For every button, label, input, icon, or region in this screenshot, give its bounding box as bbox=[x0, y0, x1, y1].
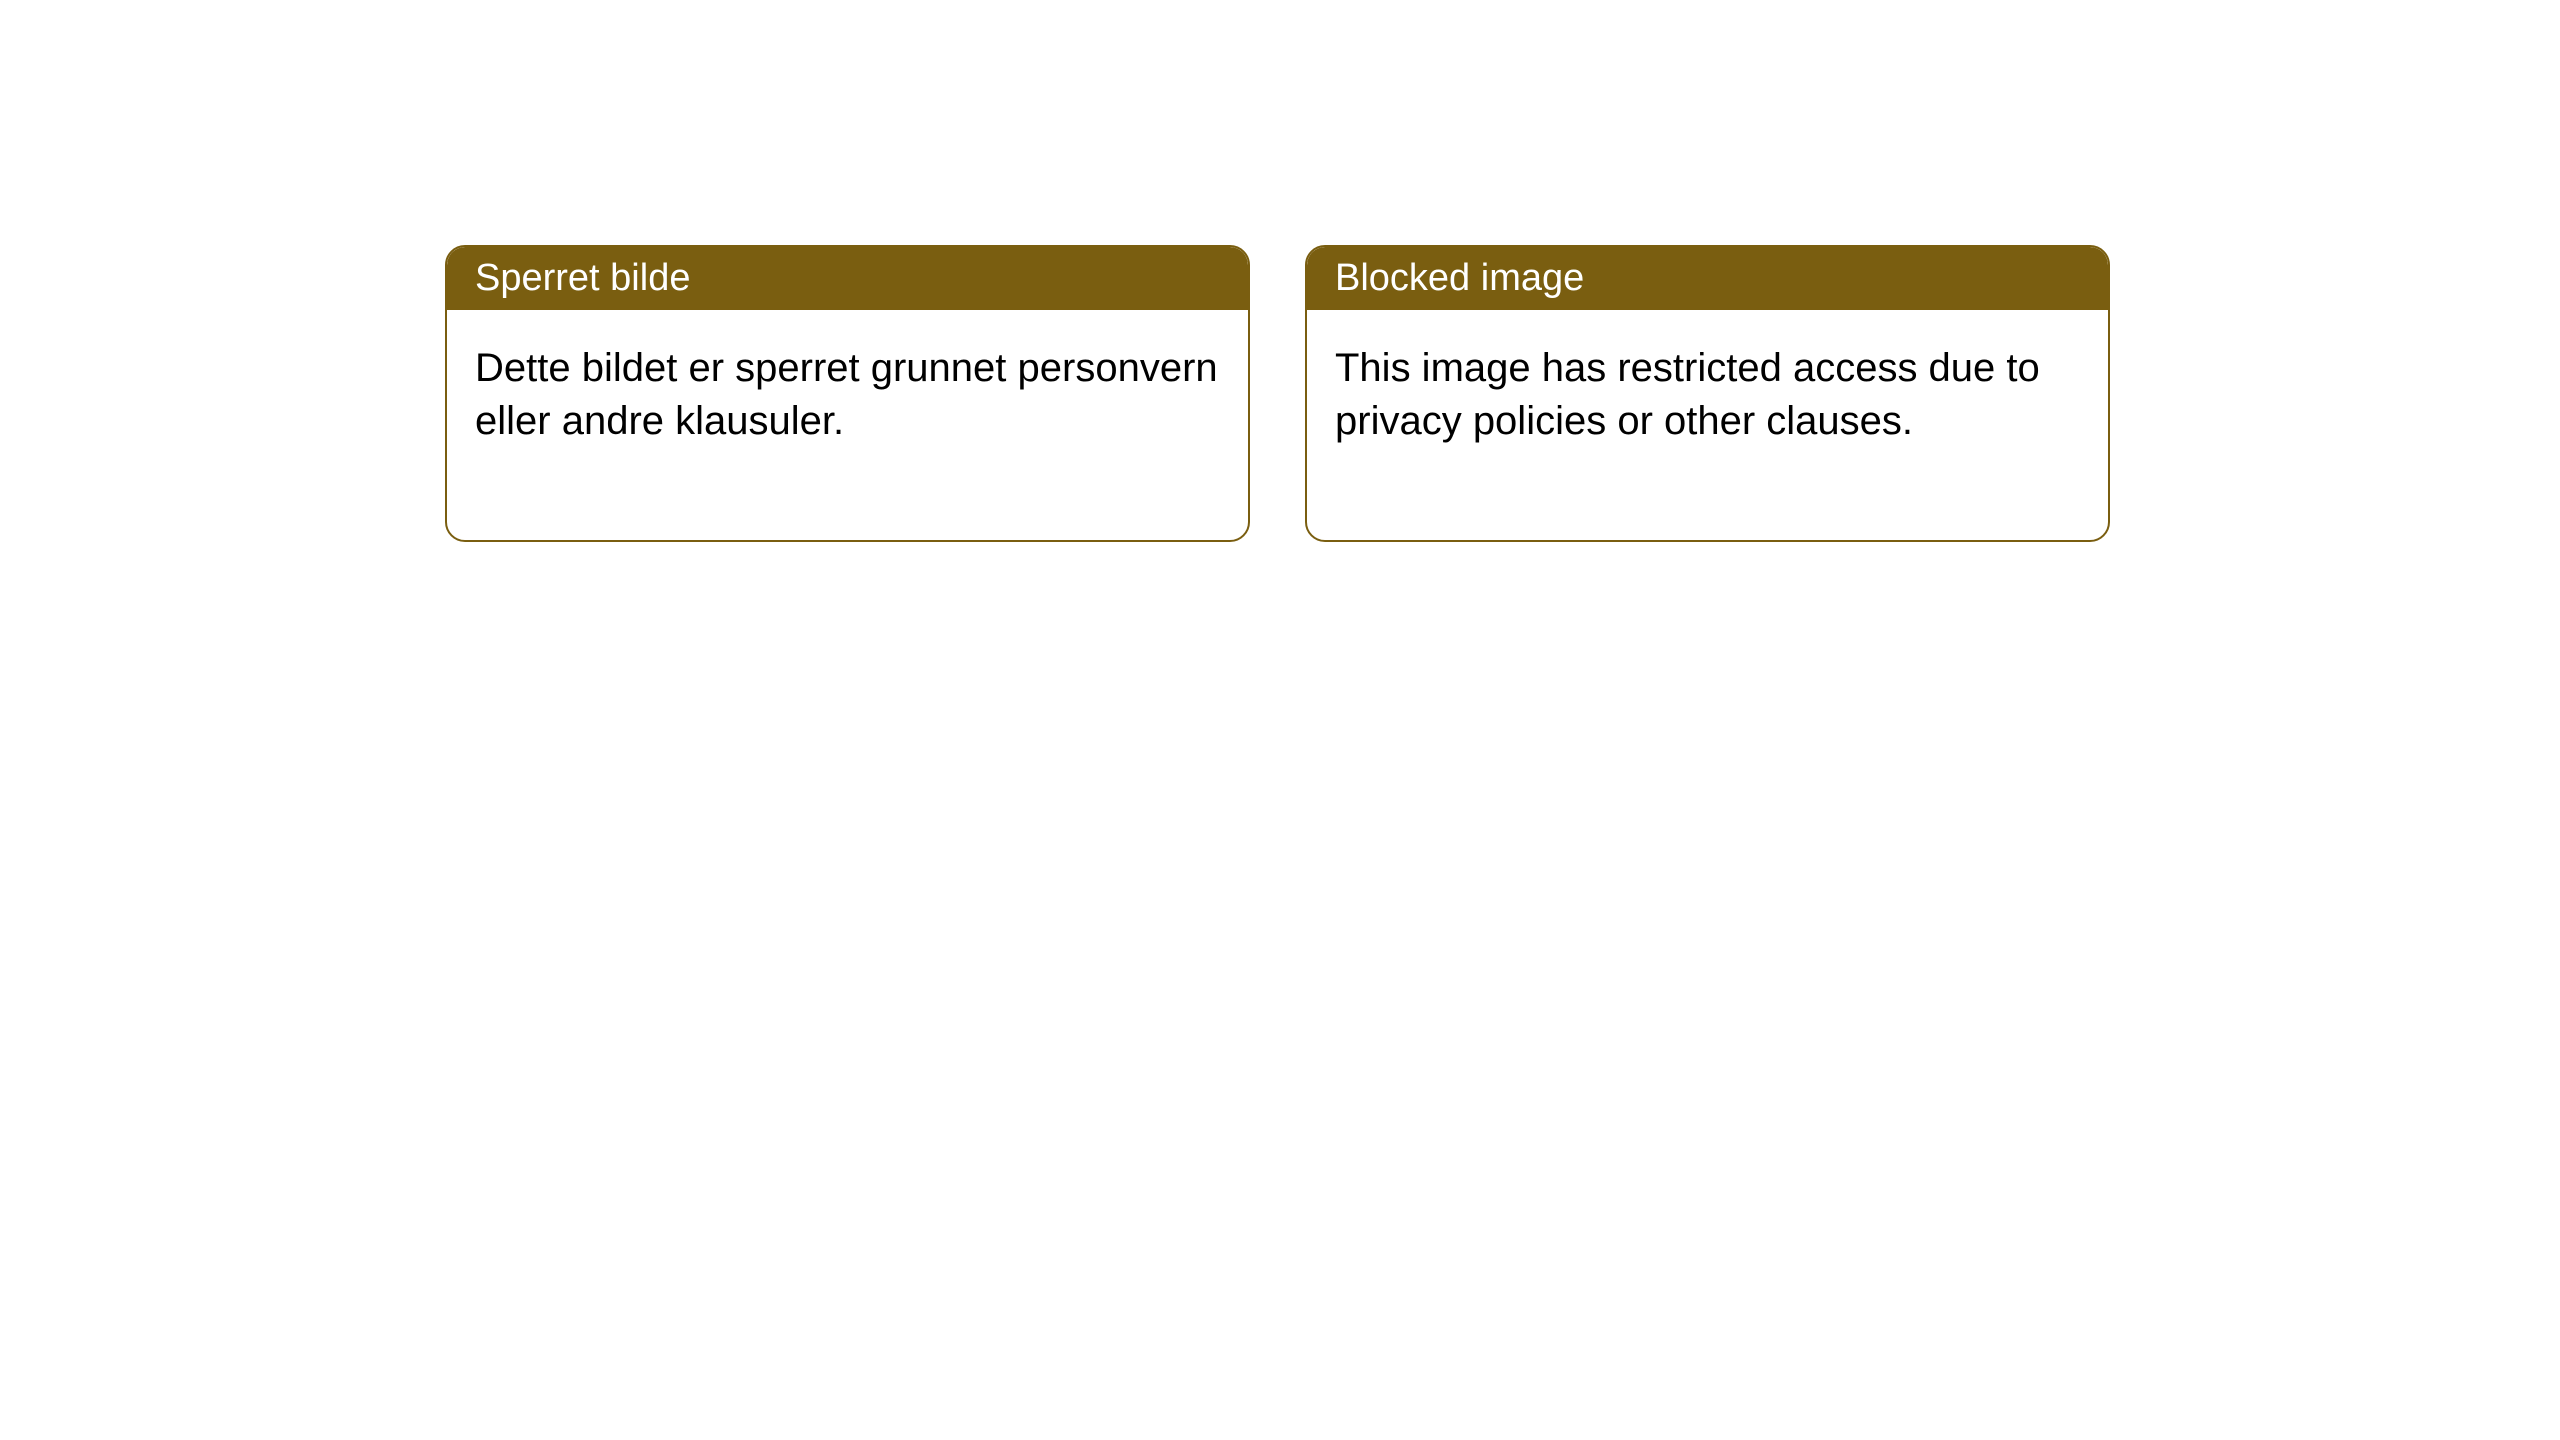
notice-header-text: Blocked image bbox=[1335, 257, 1584, 299]
notice-header: Sperret bilde bbox=[447, 247, 1248, 310]
notice-container: Sperret bilde Dette bildet er sperret gr… bbox=[445, 245, 2110, 542]
notice-body: Dette bildet er sperret grunnet personve… bbox=[447, 310, 1248, 540]
notice-body: This image has restricted access due to … bbox=[1307, 310, 2108, 540]
notice-card-norwegian: Sperret bilde Dette bildet er sperret gr… bbox=[445, 245, 1250, 542]
notice-body-text: Dette bildet er sperret grunnet personve… bbox=[475, 346, 1218, 443]
notice-header: Blocked image bbox=[1307, 247, 2108, 310]
notice-header-text: Sperret bilde bbox=[475, 257, 690, 299]
notice-card-english: Blocked image This image has restricted … bbox=[1305, 245, 2110, 542]
notice-body-text: This image has restricted access due to … bbox=[1335, 346, 2040, 443]
